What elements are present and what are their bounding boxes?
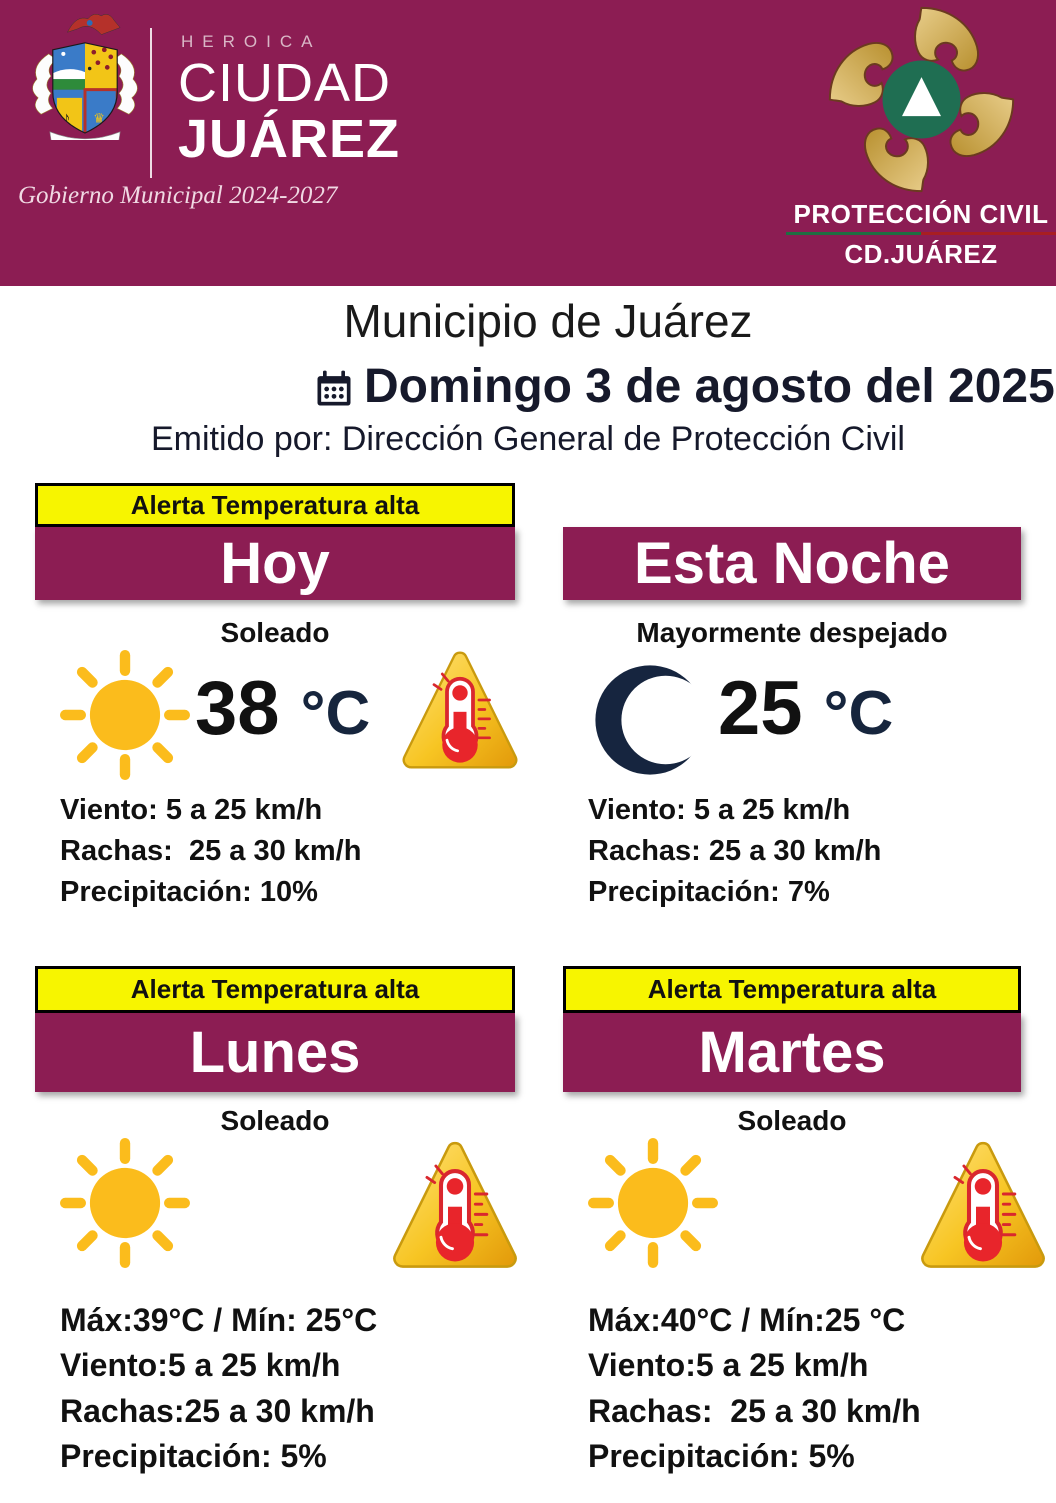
svg-text:♛: ♛: [93, 110, 105, 125]
